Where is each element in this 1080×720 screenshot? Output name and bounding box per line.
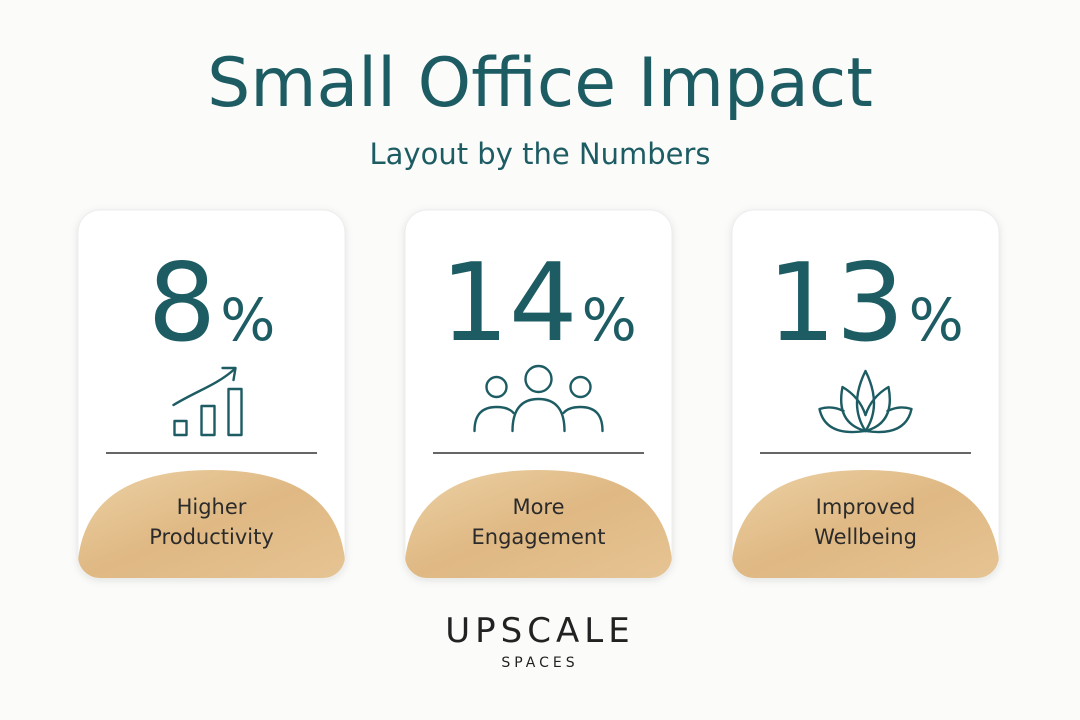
stat-label: Productivity	[149, 525, 274, 549]
stat-card: 14% More Engagement	[404, 209, 673, 579]
stat-label: More	[512, 495, 564, 519]
stat-number: 8%	[148, 241, 276, 366]
stat-number: 13%	[767, 241, 964, 366]
stat-value: 13	[767, 241, 904, 366]
stat-label: Improved	[816, 495, 916, 519]
brand-name: UPSCALE	[445, 611, 634, 651]
stat-label: Wellbeing	[814, 525, 917, 549]
wood-dome	[405, 470, 672, 578]
title: Small Office Impact	[207, 44, 873, 123]
subtitle: Layout by the Numbers	[369, 137, 710, 171]
stat-value: 8	[148, 241, 217, 366]
stat-label: Engagement	[472, 525, 606, 549]
stat-unit: %	[909, 286, 964, 354]
stat-unit: %	[582, 286, 637, 354]
stat-card: 13% Improved Wellbeing	[731, 209, 1000, 579]
stat-unit: %	[220, 286, 275, 354]
cards: 8% Higher Productivity 14% More Engagement 13%…	[77, 209, 1000, 579]
wood-dome	[78, 470, 345, 578]
brand-tagline: SPACES	[501, 655, 578, 671]
stat-card: 8% Higher Productivity	[77, 209, 346, 579]
stat-label: Higher	[177, 495, 247, 519]
stat-number: 14%	[440, 241, 637, 366]
stat-value: 14	[440, 241, 577, 366]
wood-dome	[732, 470, 999, 578]
